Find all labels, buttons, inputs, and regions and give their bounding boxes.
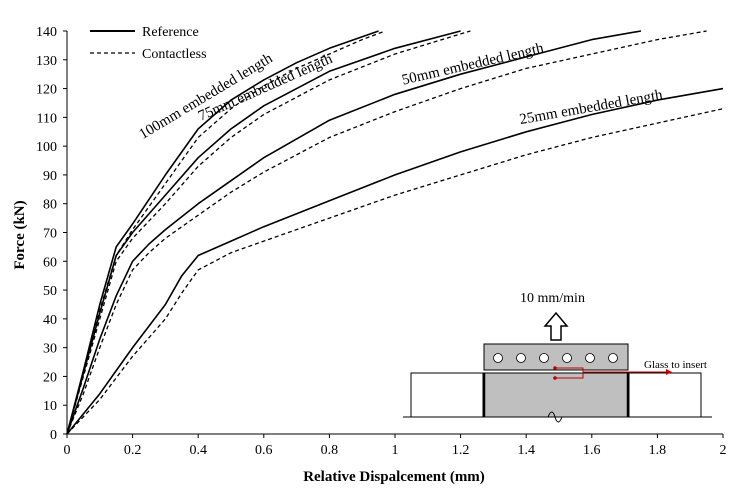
x-tick-label: 1.6 xyxy=(583,443,601,458)
y-tick-label: 30 xyxy=(43,342,57,357)
curves xyxy=(66,30,724,435)
legend-label-contactless: Contactless xyxy=(142,47,207,62)
glass-panel-centre xyxy=(483,372,629,418)
y-tick-label: 140 xyxy=(36,25,57,40)
bolt-holes xyxy=(493,353,618,363)
y-tick-label: 20 xyxy=(43,370,57,385)
x-tick-label: 0.8 xyxy=(321,443,339,458)
curve-label: 25mm embedded length xyxy=(518,87,664,128)
glass-panel-left xyxy=(410,372,484,418)
curve-75mm-reference xyxy=(66,30,461,435)
x-tick-label: 0.6 xyxy=(255,443,273,458)
x-tick-label: 0 xyxy=(64,443,71,458)
pull-arrow-icon xyxy=(543,311,569,341)
x-tick-label: 1.2 xyxy=(452,443,470,458)
y-tick-label: 80 xyxy=(43,198,57,213)
y-ticks: 0 10 20 30 40 50 60 70 80 90 100 110 120 130 140 xyxy=(36,25,67,443)
y-tick-label: 120 xyxy=(36,83,57,98)
y-tick-label: 110 xyxy=(37,111,57,126)
x-tick-label: 0.4 xyxy=(189,443,207,458)
insert-block xyxy=(483,343,629,371)
y-tick-label: 40 xyxy=(43,313,57,328)
bolt-hole xyxy=(516,353,526,363)
x-tick-label: 1.8 xyxy=(649,443,667,458)
test-setup-inset: 10 mm/min Glass to insert xyxy=(403,291,712,423)
legend: Reference Contactless xyxy=(90,25,207,62)
bolt-hole xyxy=(493,353,503,363)
curve-100mm-reference xyxy=(66,30,379,435)
y-tick-label: 10 xyxy=(43,399,57,414)
y-tick-label: 70 xyxy=(43,227,57,242)
x-axis-title: Relative Dispalcement (mm) xyxy=(303,469,485,485)
x-ticks: 0 0.2 0.4 0.6 0.8 1 1.2 1.4 1.6 1.8 2 xyxy=(64,434,727,458)
y-tick-label: 90 xyxy=(43,169,57,184)
break-symbol-icon xyxy=(547,411,563,423)
callout-label: Glass to insert xyxy=(644,359,707,371)
bolt-hole xyxy=(585,353,595,363)
curve-50mm-reference xyxy=(66,30,642,435)
x-tick-label: 1.4 xyxy=(517,443,535,458)
bolt-hole xyxy=(608,353,618,363)
callout-dot-bottom xyxy=(553,376,557,380)
x-tick-label: 2 xyxy=(720,443,727,458)
y-axis-title: Force (kN) xyxy=(12,200,28,269)
curve-25mm-contactless xyxy=(66,108,724,435)
y-tick-label: 50 xyxy=(43,284,57,299)
legend-label-reference: Reference xyxy=(142,25,199,40)
callout-dot-top xyxy=(553,366,557,370)
y-tick-label: 60 xyxy=(43,255,57,270)
bolt-hole xyxy=(539,353,549,363)
x-tick-label: 1 xyxy=(392,443,399,458)
curve-25mm-reference xyxy=(66,87,724,435)
y-tick-label: 0 xyxy=(50,428,57,443)
y-tick-label: 130 xyxy=(36,54,57,69)
x-tick-label: 0.2 xyxy=(124,443,142,458)
callout-arrow-icon xyxy=(666,369,672,375)
curve-75mm-contactless xyxy=(66,30,471,435)
curve-50mm-contactless xyxy=(66,30,707,435)
y-tick-label: 100 xyxy=(36,140,57,155)
curve-label: 50mm embedded length xyxy=(400,40,545,88)
loading-rate-label: 10 mm/min xyxy=(520,291,585,306)
insert-callout-line xyxy=(555,367,666,379)
glass-panel-right xyxy=(628,372,702,418)
bolt-hole xyxy=(562,353,572,363)
